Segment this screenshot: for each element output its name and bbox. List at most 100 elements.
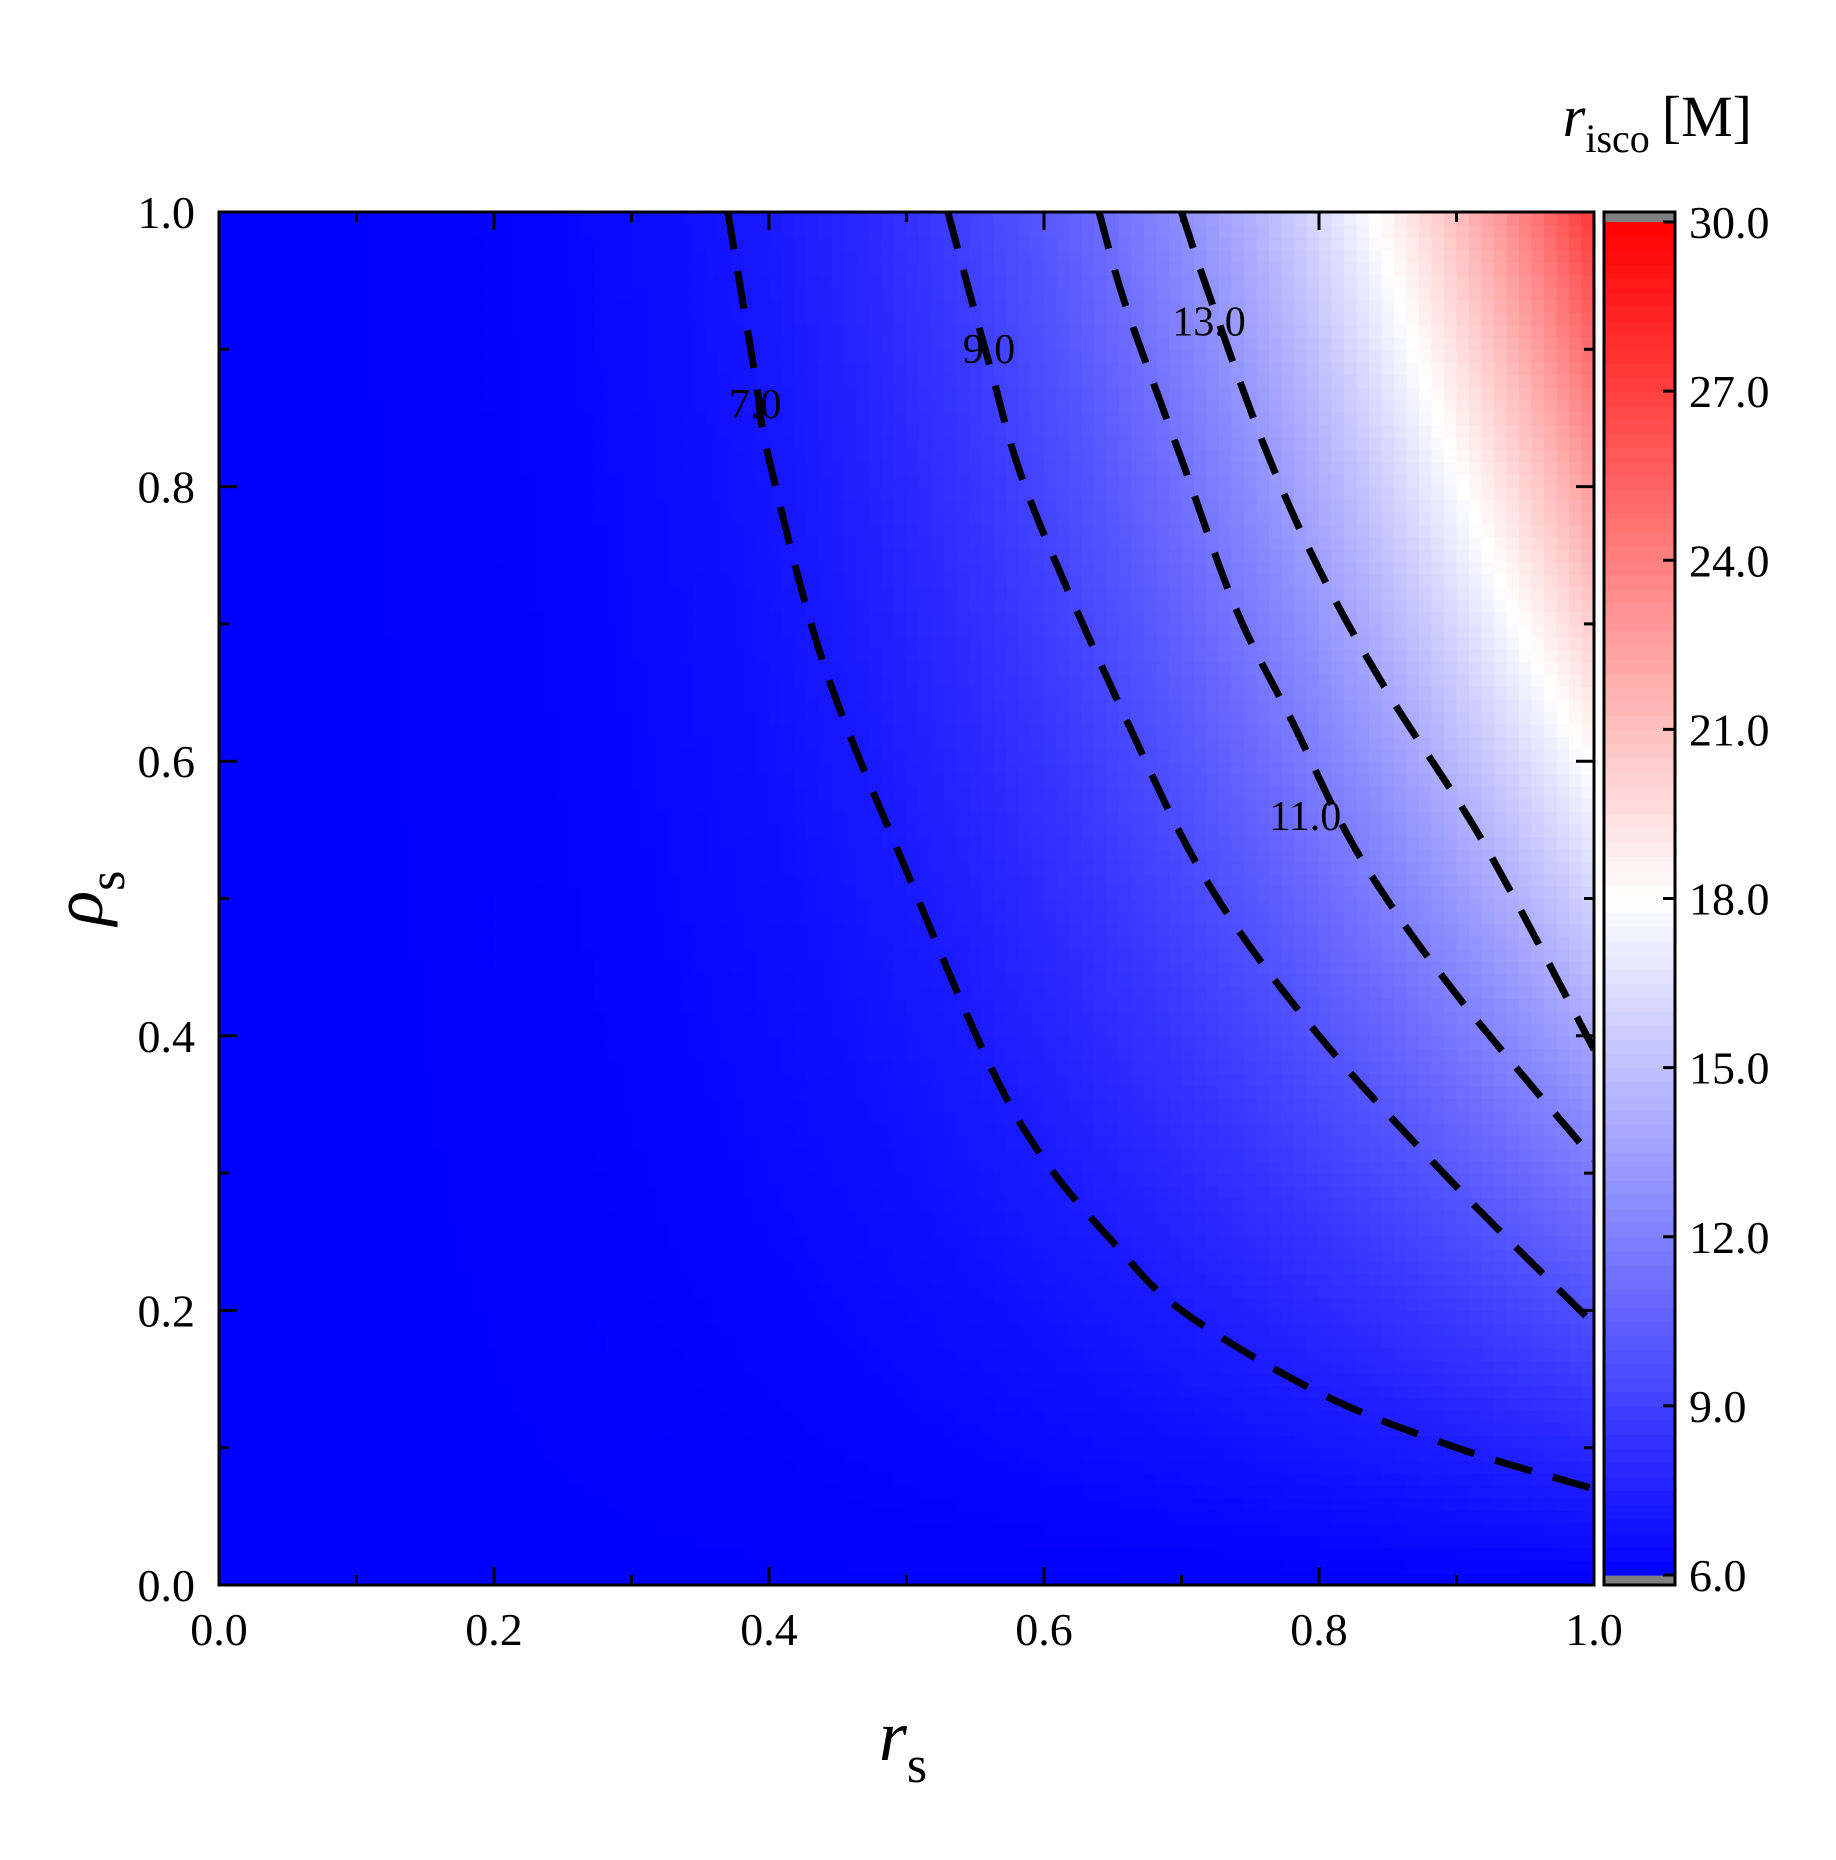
heatmap-cell: [594, 1560, 608, 1574]
heatmap-cell: [331, 1110, 345, 1124]
heatmap-cell: [231, 1247, 245, 1262]
heatmap-cell: [544, 1285, 558, 1299]
heatmap-cell: [256, 1360, 270, 1374]
heatmap-cell: [669, 1410, 683, 1424]
heatmap-cell: [256, 1385, 270, 1399]
heatmap-cell: [369, 1410, 383, 1424]
heatmap-cell: [256, 786, 270, 800]
heatmap-cell: [331, 1360, 345, 1374]
heatmap-cell: [744, 1447, 758, 1461]
heatmap-cell: [319, 1198, 333, 1212]
heatmap-cell: [531, 823, 545, 837]
heatmap-cell: [369, 935, 383, 950]
heatmap-cell: [619, 424, 633, 438]
heatmap-cell: [469, 1347, 483, 1362]
heatmap-cell: [781, 1372, 795, 1387]
heatmap-cell: [456, 723, 470, 738]
heatmap-cell: [656, 1385, 670, 1399]
heatmap-cell: [369, 1372, 383, 1387]
heatmap-cell: [331, 1347, 345, 1362]
heatmap-cell: [344, 886, 358, 900]
heatmap-cell: [356, 549, 370, 563]
heatmap-cell: [656, 623, 670, 638]
heatmap-cell: [456, 1035, 470, 1050]
heatmap-cell: [306, 1410, 320, 1424]
heatmap-cell: [769, 536, 783, 550]
heatmap-cell: [306, 1223, 320, 1237]
heatmap-cell: [419, 1123, 433, 1137]
heatmap-cell: [544, 1198, 558, 1212]
heatmap-cell: [281, 1360, 295, 1374]
heatmap-cell: [231, 1210, 245, 1224]
heatmap-cell: [644, 299, 658, 313]
heatmap-cell: [481, 1360, 495, 1374]
heatmap-cell: [631, 1460, 645, 1474]
heatmap-cell: [444, 1497, 458, 1511]
heatmap-cell: [694, 1035, 708, 1050]
heatmap-cell: [281, 1210, 295, 1224]
heatmap-cell: [694, 973, 708, 987]
heatmap-cell: [519, 573, 533, 588]
heatmap-cell: [294, 449, 308, 463]
heatmap-cell: [281, 336, 295, 351]
heatmap-cell: [756, 798, 770, 812]
heatmap-cell: [219, 1560, 233, 1574]
heatmap-cell: [306, 1185, 320, 1199]
heatmap-cell: [581, 399, 595, 413]
heatmap-cell: [556, 573, 570, 588]
heatmap-cell: [506, 1472, 520, 1486]
heatmap-cell: [444, 1472, 458, 1486]
heatmap-cell: [706, 1447, 720, 1461]
heatmap-cell: [331, 873, 345, 887]
heatmap-cell: [444, 823, 458, 837]
heatmap-cell: [369, 1160, 383, 1174]
heatmap-cell: [456, 1572, 470, 1585]
heatmap-cell: [569, 1297, 583, 1312]
heatmap-cell: [469, 798, 483, 812]
heatmap-cell: [506, 1572, 520, 1585]
heatmap-cell: [356, 1347, 370, 1362]
heatmap-cell: [481, 336, 495, 351]
heatmap-cell: [619, 661, 633, 675]
heatmap-cell: [456, 324, 470, 338]
heatmap-cell: [256, 212, 270, 226]
heatmap-cell: [419, 973, 433, 987]
heatmap-cell: [244, 449, 258, 463]
heatmap-cell: [531, 1447, 545, 1461]
heatmap-cell: [731, 1560, 745, 1574]
heatmap-cell: [544, 848, 558, 862]
heatmap-cell: [444, 1148, 458, 1162]
heatmap-cell: [681, 474, 695, 488]
heatmap-cell: [344, 436, 358, 450]
heatmap-cell: [569, 1472, 583, 1486]
heatmap-cell: [506, 499, 520, 513]
heatmap-cell: [269, 686, 283, 700]
heatmap-cell: [656, 948, 670, 962]
heatmap-cell: [781, 1485, 795, 1499]
heatmap-cell: [694, 224, 708, 238]
heatmap-cell: [644, 536, 658, 550]
heatmap-cell: [531, 698, 545, 713]
heatmap-cell: [756, 973, 770, 987]
heatmap-cell: [544, 374, 558, 388]
heatmap-cell: [369, 711, 383, 725]
heatmap-cell: [681, 549, 695, 563]
heatmap-cell: [744, 636, 758, 650]
heatmap-cell: [569, 524, 583, 538]
heatmap-cell: [394, 286, 408, 301]
heatmap-cell: [569, 786, 583, 800]
heatmap-cell: [356, 224, 370, 238]
heatmap-cell: [294, 1010, 308, 1025]
heatmap-cell: [481, 910, 495, 925]
heatmap-cell: [756, 1060, 770, 1075]
heatmap-cell: [494, 1522, 508, 1536]
heatmap-cell: [406, 1073, 420, 1087]
heatmap-cell: [581, 1447, 595, 1461]
heatmap-cell: [244, 673, 258, 688]
heatmap-cell: [756, 773, 770, 787]
heatmap-cell: [281, 1098, 295, 1112]
heatmap-cell: [681, 898, 695, 912]
heatmap-cell: [456, 1297, 470, 1312]
heatmap-cell: [356, 773, 370, 787]
heatmap-cell: [731, 1272, 745, 1287]
